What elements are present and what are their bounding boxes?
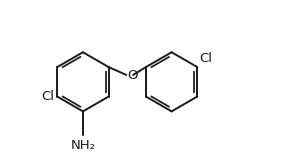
Text: NH₂: NH₂ [71,139,96,152]
Text: Cl: Cl [199,52,212,65]
Text: Cl: Cl [41,90,54,103]
Text: O: O [127,69,138,82]
